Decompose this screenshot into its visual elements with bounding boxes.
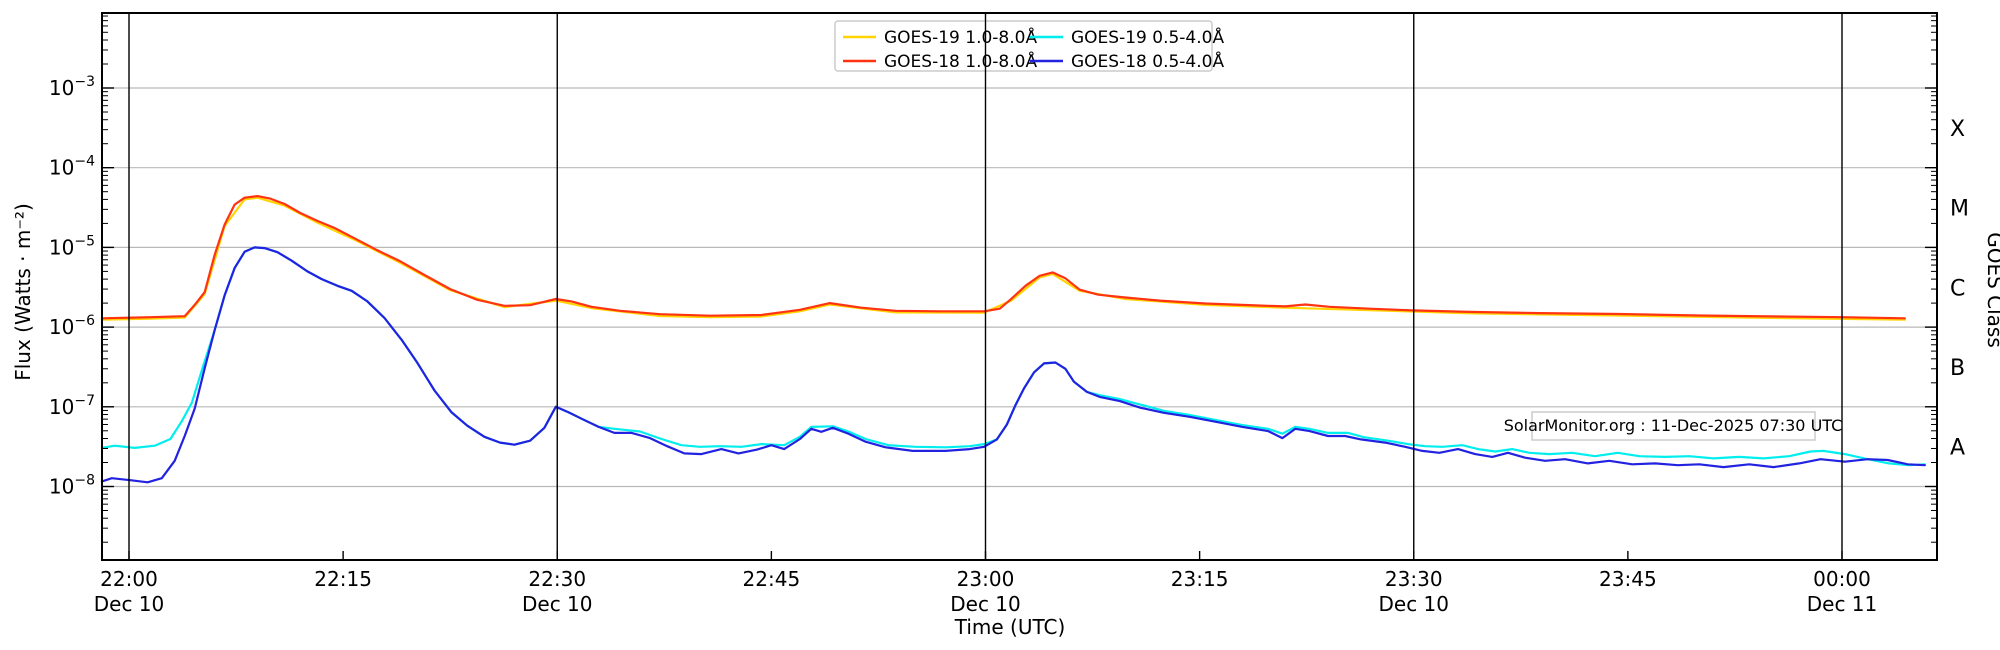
annotation-box (1531, 411, 1816, 441)
legend-label-goes18-long: GOES-18 1.0-8.0Å (884, 50, 1037, 72)
series-line-3 (100, 246, 1926, 484)
x-tick-label: 23:30 (1385, 567, 1443, 591)
x-date-label: Dec 10 (1378, 592, 1449, 616)
legend-label-goes19-short: GOES-19 0.5-4.0Å (1071, 26, 1224, 48)
x-date-label: Dec 10 (950, 592, 1021, 616)
x-tick-label: 22:45 (743, 567, 801, 591)
x-tick-label: 22:00 (100, 567, 158, 591)
plot-frame (101, 12, 1938, 561)
x-date-label: Dec 10 (522, 592, 593, 616)
y-tick-label: 10−8 (49, 473, 95, 499)
x-tick-label: 23:45 (1599, 567, 1657, 591)
day-boundary-lines (128, 13, 1843, 560)
legend: GOES-19 1.0-8.0Å GOES-18 1.0-8.0Å GOES-1… (834, 20, 1224, 72)
x-tick-label: 23:15 (1171, 567, 1229, 591)
y-tick-label: 10−5 (49, 233, 95, 259)
x-axis-label: Time (UTC) (954, 615, 1066, 639)
x-tick-label: 00:00 (1813, 567, 1871, 591)
y-axis-label: Flux (Watts · m⁻²) (11, 203, 35, 381)
legend-label-goes18-short: GOES-18 0.5-4.0Å (1071, 50, 1224, 72)
series-line-0 (100, 196, 1906, 321)
goes-class-label-X: X (1950, 117, 1965, 142)
legend-box (834, 20, 1213, 72)
legend-label-goes19-long: GOES-19 1.0-8.0Å (884, 26, 1037, 48)
right-axis-label: GOES Class (1983, 232, 2000, 348)
goes-class-label-M: M (1950, 197, 1969, 222)
x-tick-label: 22:30 (528, 567, 586, 591)
series-line-1 (100, 195, 1906, 320)
goes-class-label-C: C (1950, 276, 1965, 301)
goes-class-label-B: B (1950, 356, 1965, 381)
x-date-label: Dec 11 (1807, 592, 1878, 616)
source-annotation: SolarMonitor.org : 11-Dec-2025 07:30 UTC (1504, 411, 1843, 441)
data-series (100, 195, 1926, 484)
x-tick-label: 23:00 (957, 567, 1015, 591)
y-tick-label: 10−3 (49, 74, 95, 100)
goes-class-label-A: A (1950, 436, 1965, 461)
x-tick-label: 22:15 (314, 567, 372, 591)
y-tick-label: 10−4 (49, 154, 95, 180)
gridlines (102, 87, 1937, 488)
x-date-label: Dec 10 (94, 592, 165, 616)
annotation-text: SolarMonitor.org : 11-Dec-2025 07:30 UTC (1504, 416, 1843, 435)
y-tick-label: 10−6 (49, 313, 95, 339)
y-tick-label: 10−7 (49, 393, 95, 419)
